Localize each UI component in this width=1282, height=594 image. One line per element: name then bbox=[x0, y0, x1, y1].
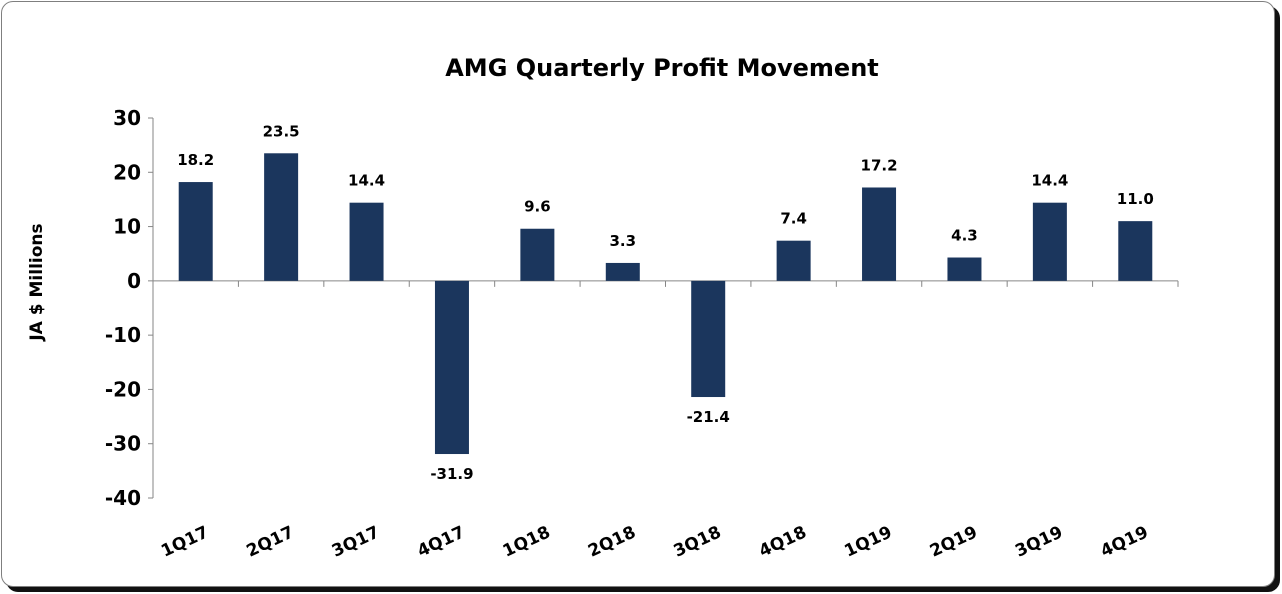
data-label: 14.4 bbox=[1031, 172, 1068, 190]
y-tick-label: -10 bbox=[105, 323, 141, 347]
bar bbox=[691, 280, 726, 398]
y-tick-label: 10 bbox=[113, 215, 141, 239]
data-label: 4.3 bbox=[951, 227, 978, 245]
x-tick-label: 2Q19 bbox=[927, 522, 981, 561]
y-tick-label: -30 bbox=[105, 432, 141, 456]
bar bbox=[434, 280, 469, 455]
chart-title: AMG Quarterly Profit Movement bbox=[445, 54, 879, 82]
y-tick-label: 30 bbox=[113, 106, 141, 130]
data-label: -21.4 bbox=[687, 408, 730, 426]
y-tick-label: -20 bbox=[105, 377, 141, 401]
x-tick-label: 2Q18 bbox=[585, 522, 639, 561]
y-tick-label: 20 bbox=[113, 160, 141, 184]
bar bbox=[178, 182, 213, 281]
y-tick-label: 0 bbox=[127, 269, 141, 293]
data-label: 14.4 bbox=[348, 172, 385, 190]
x-tick-label: 1Q19 bbox=[841, 522, 895, 561]
x-tick-label: 3Q19 bbox=[1012, 522, 1066, 561]
data-label: 18.2 bbox=[177, 151, 214, 169]
data-label: 17.2 bbox=[861, 156, 898, 174]
x-tick-label: 2Q17 bbox=[244, 522, 298, 561]
y-axis-label: JA $ Millions bbox=[27, 223, 47, 341]
bar bbox=[264, 153, 299, 281]
bar bbox=[605, 262, 640, 281]
x-tick-label: 4Q19 bbox=[1098, 522, 1152, 561]
bar bbox=[1032, 202, 1067, 281]
data-label: 9.6 bbox=[524, 198, 551, 216]
bar bbox=[776, 240, 811, 281]
bar bbox=[349, 202, 384, 281]
data-label: 3.3 bbox=[610, 232, 637, 250]
bar bbox=[520, 228, 555, 281]
x-tick-label: 4Q18 bbox=[756, 522, 810, 561]
x-tick-label: 4Q17 bbox=[414, 522, 468, 561]
bar bbox=[947, 257, 982, 281]
bar bbox=[1118, 221, 1153, 281]
x-tick-label: 1Q17 bbox=[158, 522, 212, 561]
data-label: 23.5 bbox=[263, 122, 300, 140]
x-tick-label: 3Q17 bbox=[329, 522, 383, 561]
data-label: -31.9 bbox=[430, 465, 473, 483]
data-label: 7.4 bbox=[780, 210, 807, 228]
x-tick-label: 1Q18 bbox=[500, 522, 554, 561]
data-label: 11.0 bbox=[1117, 190, 1154, 208]
y-tick-label: -40 bbox=[105, 486, 141, 510]
x-tick-label: 3Q18 bbox=[671, 522, 725, 561]
bar bbox=[862, 187, 897, 281]
